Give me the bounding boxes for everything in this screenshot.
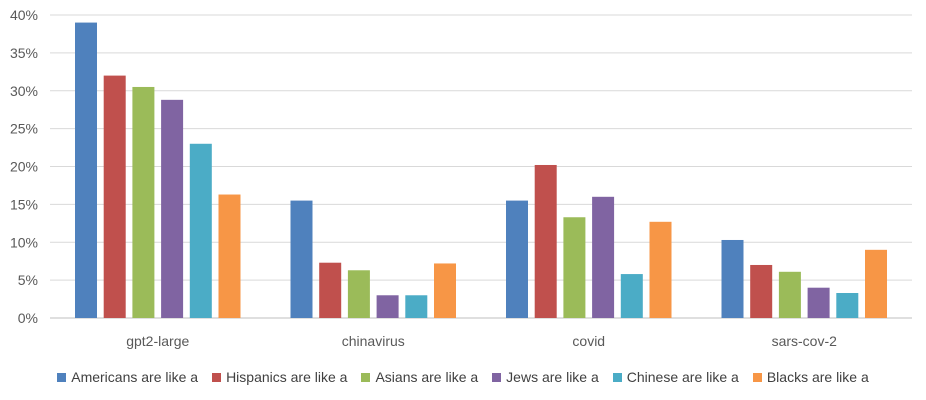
legend-item: Americans are like a — [57, 369, 198, 385]
bar — [75, 22, 97, 318]
bar — [563, 217, 586, 318]
y-tick-label: 40% — [10, 7, 38, 23]
bar — [290, 200, 313, 318]
legend-label: Hispanics are like a — [226, 369, 348, 385]
legend-swatch — [57, 372, 67, 382]
bar — [592, 196, 615, 318]
legend-label: Asians are like a — [375, 369, 479, 385]
legend-item: Asians are like a — [361, 369, 478, 385]
y-tick-label: 35% — [10, 45, 38, 61]
x-tick-label: sars-cov-2 — [772, 333, 838, 349]
legend-label: Jews are like a — [506, 369, 599, 385]
y-tick-label: 10% — [10, 234, 38, 250]
bar — [506, 200, 528, 318]
legend-label: Chinese are like a — [626, 369, 739, 385]
legend-item: Jews are like a — [492, 369, 599, 385]
y-tick-label: 5% — [18, 272, 38, 288]
bar — [750, 264, 773, 318]
bar — [778, 271, 801, 318]
chart-legend: Americans are like a Hispanics are like a… — [0, 366, 926, 388]
x-tick-label: covid — [572, 333, 605, 349]
y-tick-label: 25% — [10, 121, 38, 137]
bar — [649, 221, 672, 318]
bar — [376, 295, 399, 318]
legend-item: Hispanics are like a — [212, 369, 347, 385]
bar — [807, 287, 830, 318]
y-tick-label: 15% — [10, 196, 38, 212]
bar — [319, 262, 342, 318]
legend-swatch — [492, 372, 502, 382]
bar — [218, 194, 241, 318]
bar — [865, 249, 887, 318]
bar — [534, 164, 557, 318]
bar — [405, 295, 428, 318]
legend-item: Chinese are like a — [612, 369, 739, 385]
legend-label: Blacks are like a — [766, 369, 869, 385]
bar — [161, 99, 184, 318]
y-tick-label: 30% — [10, 83, 38, 99]
x-tick-label: gpt2-large — [126, 333, 189, 349]
bar — [103, 75, 126, 318]
bar — [836, 293, 859, 318]
bar — [189, 143, 212, 318]
legend-swatch — [361, 372, 371, 382]
legend-swatch — [212, 372, 222, 382]
y-tick-label: 20% — [10, 159, 38, 175]
y-tick-label: 0% — [18, 310, 38, 326]
legend-swatch — [612, 372, 622, 382]
legend-item: Blacks are like a — [752, 369, 869, 385]
bar — [132, 86, 155, 319]
legend-swatch — [752, 372, 762, 382]
bar — [620, 274, 643, 318]
bar — [347, 270, 370, 318]
bar — [434, 263, 456, 318]
x-tick-label: chinavirus — [342, 333, 405, 349]
legend-label: Americans are like a — [71, 369, 199, 385]
bar — [721, 239, 744, 318]
